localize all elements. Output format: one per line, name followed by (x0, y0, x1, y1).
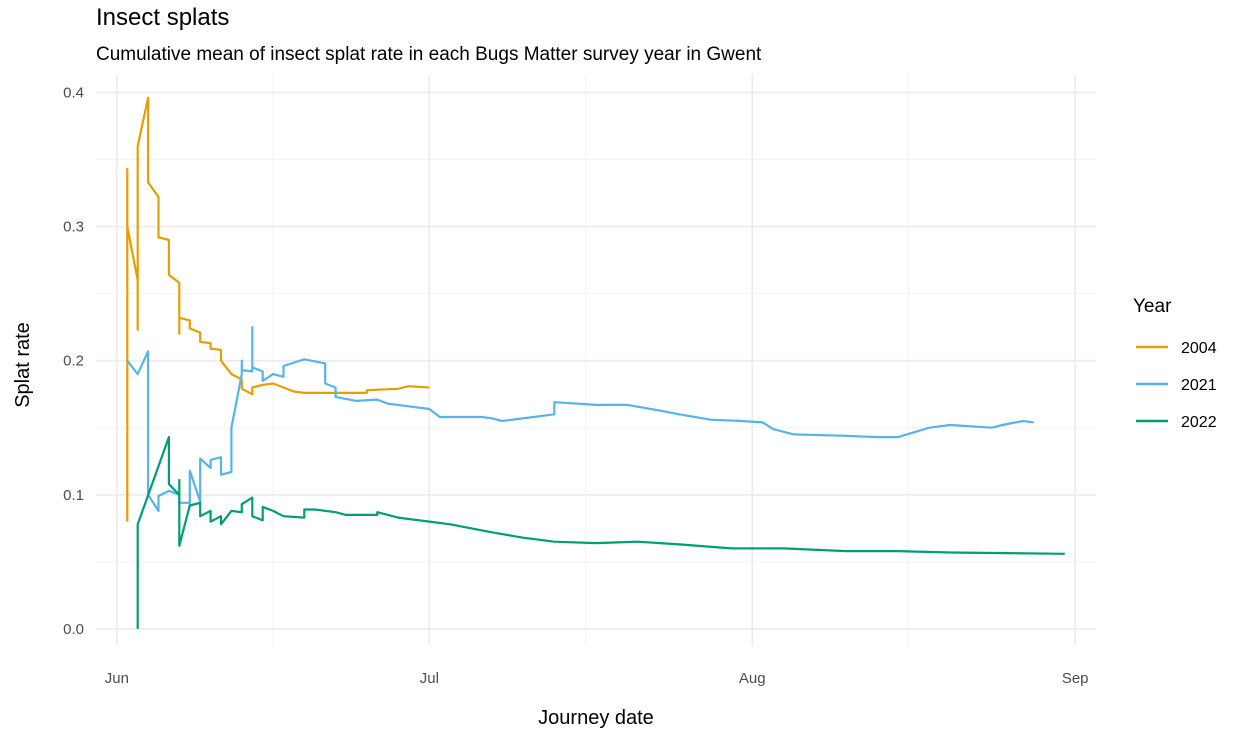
series-line-2021 (126, 326, 1034, 512)
legend-label-2022: 2022 (1181, 414, 1217, 431)
series-lines (126, 96, 1065, 629)
x-axis-title: Journey date (538, 707, 654, 729)
x-tick-label: Sep (1062, 670, 1089, 687)
legend-label-2004: 2004 (1181, 340, 1217, 357)
series-line-2004 (126, 96, 430, 522)
legend: Year 2004 2021 2022 (1133, 296, 1217, 431)
series-line-2022 (136, 436, 1065, 629)
y-axis-title: Splat rate (12, 322, 34, 408)
x-tick-label: Jun (105, 670, 129, 687)
y-tick-label: 0.0 (63, 621, 84, 638)
y-tick-label: 0.3 (63, 219, 84, 236)
y-tick-label: 0.2 (63, 353, 84, 370)
x-tick-label: Aug (739, 670, 766, 687)
legend-title: Year (1133, 296, 1172, 317)
y-axis-ticks: 0.0 0.1 0.2 0.3 0.4 (63, 84, 84, 637)
y-tick-label: 0.1 (63, 487, 84, 504)
chart-subtitle: Cumulative mean of insect splat rate in … (96, 44, 762, 65)
x-axis-ticks: Jun Jul Aug Sep (105, 670, 1089, 687)
grid-lines (96, 75, 1096, 645)
chart-title: Insect splats (96, 4, 230, 31)
x-tick-label: Jul (420, 670, 439, 687)
y-tick-label: 0.4 (63, 84, 84, 101)
legend-label-2021: 2021 (1181, 377, 1217, 394)
